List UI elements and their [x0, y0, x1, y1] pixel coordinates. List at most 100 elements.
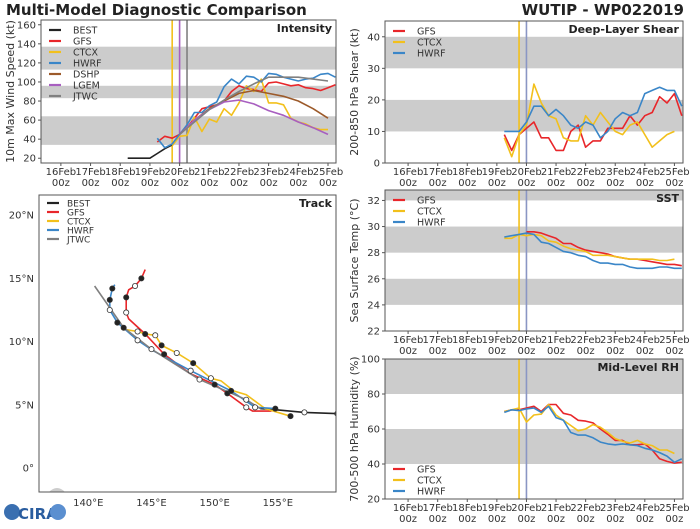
- plot-area: [39, 195, 336, 492]
- track-point-marker: [190, 360, 197, 367]
- x-tick-label: 21Feb: [541, 335, 571, 346]
- x-tick-label: 17Feb: [422, 167, 452, 178]
- track-point-marker: [158, 342, 165, 349]
- shaded-band: [385, 190, 683, 201]
- series-line-hwrf: [504, 232, 682, 270]
- track-point-marker: [211, 381, 218, 388]
- x-tick-label: 23Feb: [253, 167, 283, 178]
- x-tick-label: 25Feb: [659, 167, 689, 178]
- lon-label: 150°E: [199, 498, 229, 509]
- lat-label: 5°N: [15, 400, 34, 411]
- panel-title: SST: [656, 192, 679, 205]
- y-tick-label: 32: [367, 196, 380, 207]
- x-tick-sublabel: 00z: [547, 346, 565, 357]
- series-line-ctcx: [504, 403, 675, 455]
- legend-label: CTCX: [67, 218, 91, 228]
- track-point-marker: [134, 337, 141, 344]
- shaded-band: [385, 278, 683, 305]
- x-tick-sublabel: 00z: [636, 178, 654, 189]
- x-tick-label: 20Feb: [511, 167, 541, 178]
- y-tick-label: 40: [367, 32, 380, 43]
- x-tick-label: 21Feb: [541, 167, 571, 178]
- series-line-gfs: [526, 231, 682, 267]
- x-tick-label: 18Feb: [452, 335, 482, 346]
- y-tick-label: 60: [367, 425, 380, 436]
- x-tick-sublabel: 00z: [289, 178, 307, 189]
- x-tick-label: 19Feb: [482, 335, 512, 346]
- x-tick-sublabel: 00z: [665, 514, 683, 525]
- rh-panel: 2040608010016Feb00z17Feb00z18Feb00z19Feb…: [348, 355, 690, 526]
- x-tick-sublabel: 00z: [547, 514, 565, 525]
- y-tick-label: 100: [361, 355, 380, 366]
- x-tick-sublabel: 00z: [606, 346, 624, 357]
- track-point-marker: [123, 309, 130, 316]
- track-point-marker: [187, 367, 194, 374]
- y-tick-label: 100: [17, 77, 36, 88]
- plot-frame: [384, 358, 684, 500]
- x-tick-label: 17Feb: [75, 167, 105, 178]
- legend-label: HWRF: [73, 59, 102, 70]
- y-tick-label: 160: [17, 20, 36, 31]
- y-axis-label: Sea Surface Temp (°C): [348, 199, 361, 323]
- x-tick-label: 24Feb: [283, 167, 313, 178]
- x-tick-sublabel: 00z: [606, 178, 624, 189]
- land-shape: [49, 488, 65, 492]
- lat-label: 15°N: [9, 274, 34, 285]
- x-tick-sublabel: 00z: [488, 346, 506, 357]
- globe-icon: [4, 504, 20, 520]
- track-point-marker: [243, 396, 250, 403]
- x-tick-sublabel: 00z: [111, 178, 129, 189]
- x-tick-sublabel: 00z: [399, 178, 417, 189]
- x-tick-sublabel: 00z: [577, 346, 595, 357]
- x-tick-label: 22Feb: [570, 503, 600, 514]
- shaded-band: [385, 99, 683, 132]
- x-tick-label: 24Feb: [630, 335, 660, 346]
- y-tick-label: 30: [367, 64, 380, 75]
- x-tick-sublabel: 00z: [636, 514, 654, 525]
- x-tick-label: 18Feb: [452, 503, 482, 514]
- shear-panel: 01020304016Feb00z17Feb00z18Feb00z19Feb00…: [348, 20, 690, 189]
- legend-label: BEST: [67, 200, 91, 210]
- y-tick-label: 0: [374, 159, 380, 170]
- x-tick-sublabel: 00z: [517, 178, 535, 189]
- track-point-marker: [287, 413, 294, 420]
- track-panel: 140°E 145°E 150°E 155°E 0° 5°N 10°N 15°N 20°N BES…: [9, 194, 337, 509]
- legend-label: JTWC: [66, 236, 90, 246]
- y-tick-label: 20: [367, 495, 380, 506]
- legend-label: CTCX: [417, 38, 443, 49]
- x-tick-label: 18Feb: [105, 167, 135, 178]
- x-tick-label: 16Feb: [393, 167, 423, 178]
- x-tick-sublabel: 00z: [547, 178, 565, 189]
- track-point-marker: [114, 319, 121, 326]
- legend-label: GFS: [417, 196, 436, 207]
- x-tick-sublabel: 00z: [517, 346, 535, 357]
- legend-label: GFS: [67, 209, 85, 219]
- storm-title: WUTIP - WP022019: [522, 1, 684, 19]
- x-tick-sublabel: 00z: [488, 514, 506, 525]
- track-point-marker: [152, 332, 159, 339]
- x-tick-sublabel: 00z: [458, 514, 476, 525]
- track-point-marker: [148, 346, 155, 353]
- shaded-band: [385, 226, 683, 253]
- lon-label: 145°E: [136, 498, 166, 509]
- legend-label: HWRF: [417, 487, 446, 498]
- x-tick-sublabel: 00z: [458, 178, 476, 189]
- x-tick-label: 19Feb: [135, 167, 165, 178]
- plot-frame: [384, 20, 684, 164]
- x-tick-sublabel: 00z: [399, 514, 417, 525]
- x-tick-label: 20Feb: [511, 335, 541, 346]
- lat-label: 0°: [23, 463, 34, 474]
- track-point-marker: [142, 331, 149, 338]
- lon-label: 155°E: [263, 498, 293, 509]
- x-tick-sublabel: 00z: [319, 178, 337, 189]
- x-tick-sublabel: 00z: [458, 346, 476, 357]
- x-tick-sublabel: 00z: [52, 178, 70, 189]
- shaded-band: [41, 85, 336, 99]
- series-line-hwrf: [504, 405, 683, 464]
- track-point-marker: [196, 376, 203, 383]
- intensity-panel: 2040608010012014016016Feb00z17Feb00z18Fe…: [4, 19, 343, 189]
- x-tick-label: 19Feb: [482, 167, 512, 178]
- x-tick-label: 17Feb: [422, 503, 452, 514]
- series-line-best: [127, 144, 173, 159]
